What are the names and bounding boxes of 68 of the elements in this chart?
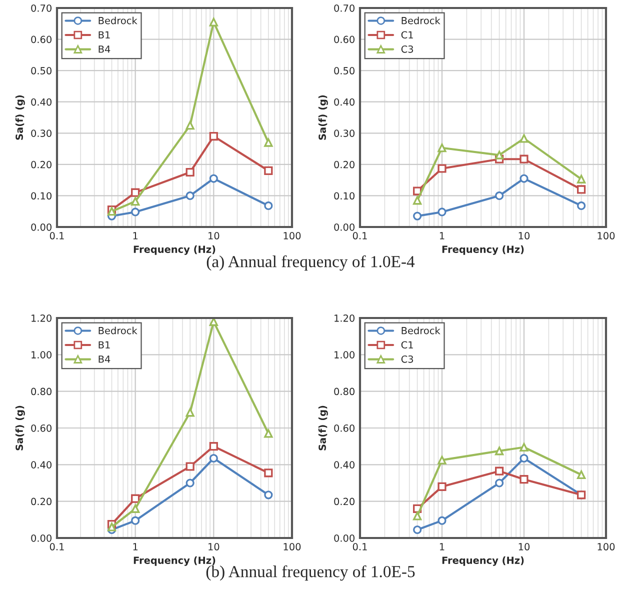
legend-label: B4 — [98, 356, 110, 363]
y-tick-label: 0.60 — [31, 36, 52, 44]
legend-label: B1 — [98, 341, 110, 348]
x-axis-title: Frequency (Hz) — [134, 245, 216, 255]
y-tick-label: 0.50 — [334, 67, 354, 74]
y-axis-title: Sa(f) (g) — [318, 406, 328, 450]
x-axis-title: Frequency (Hz) — [442, 556, 524, 566]
x-tick-label: 0.1 — [50, 543, 64, 550]
y-tick-label: 0.00 — [334, 534, 354, 542]
legend-label: C3 — [401, 45, 414, 53]
x-tick-label: 0.1 — [352, 543, 367, 550]
x-tick-label: 1 — [133, 543, 138, 550]
y-tick-label: 0.70 — [31, 4, 52, 12]
x-tick-label: 100 — [598, 232, 615, 240]
x-tick-label: 10 — [208, 232, 220, 240]
y-tick-label: 0.40 — [31, 98, 52, 106]
x-tick-label: 0.1 — [50, 232, 64, 240]
y-tick-label: 0.00 — [31, 223, 52, 231]
y-tick-label: 0.40 — [31, 461, 52, 468]
y-tick-label: 0.30 — [31, 130, 52, 137]
x-tick-label: 1 — [440, 543, 444, 550]
y-axis-title: Sa(f) (g) — [15, 95, 25, 140]
y-tick-label: 0.10 — [334, 192, 354, 200]
y-tick-label: 1.20 — [334, 314, 354, 322]
legend-label: C3 — [401, 355, 414, 363]
legend-label: C1 — [401, 341, 413, 349]
y-tick-label: 0.70 — [334, 4, 354, 12]
legend-label: B1 — [98, 31, 110, 38]
legend-label: Bedrock — [98, 326, 138, 334]
y-tick-label: 0.10 — [31, 192, 52, 200]
y-tick-label: 0.20 — [31, 160, 52, 168]
x-tick-label: 10 — [208, 543, 220, 550]
y-axis-title: Sa(f) (g) — [15, 406, 25, 450]
y-tick-label: 0.80 — [31, 388, 52, 396]
y-tick-label: 1.20 — [32, 314, 52, 322]
x-tick-label: 100 — [598, 543, 615, 550]
y-tick-label: 0.00 — [31, 534, 52, 542]
x-tick-label: 0.1 — [352, 232, 367, 240]
y-tick-label: 1.00 — [32, 351, 52, 358]
y-tick-label: 0.20 — [334, 498, 354, 506]
legend-label: Bedrock — [98, 16, 138, 24]
x-tick-label: 100 — [284, 543, 301, 550]
x-tick-label: 1 — [133, 232, 138, 240]
y-tick-label: 0.20 — [31, 498, 52, 506]
x-axis-title: Frequency (Hz) — [134, 556, 216, 566]
y-tick-label: 0.80 — [334, 388, 354, 396]
x-axis-title: Frequency (Hz) — [442, 245, 524, 255]
y-tick-label: 0.60 — [334, 424, 354, 432]
y-tick-label: 0.20 — [334, 160, 354, 168]
text: (b) Annual frequency of 1.0E-5 — [206, 565, 415, 581]
y-tick-label: 0.40 — [334, 98, 354, 106]
y-tick-label: 0.60 — [31, 424, 52, 432]
x-tick-label: 10 — [518, 543, 530, 550]
y-tick-label: 0.40 — [334, 461, 354, 468]
x-tick-label: 1 — [440, 232, 444, 240]
legend-label: B4 — [98, 46, 110, 53]
text: (a) Annual frequency of 1.0E-4 — [206, 255, 415, 271]
y-tick-label: 0.60 — [334, 36, 354, 44]
y-tick-label: 0.30 — [334, 130, 354, 137]
x-tick-label: 10 — [518, 232, 530, 240]
y-tick-label: 0.50 — [31, 67, 52, 74]
y-axis-title: Sa(f) (g) — [318, 95, 328, 140]
legend-label: Bedrock — [402, 326, 440, 334]
x-tick-label: 100 — [284, 232, 301, 240]
legend-label: Bedrock — [402, 16, 440, 24]
y-tick-label: 1.00 — [334, 351, 354, 358]
legend-label: C1 — [401, 31, 413, 39]
y-tick-label: 0.00 — [334, 223, 354, 231]
